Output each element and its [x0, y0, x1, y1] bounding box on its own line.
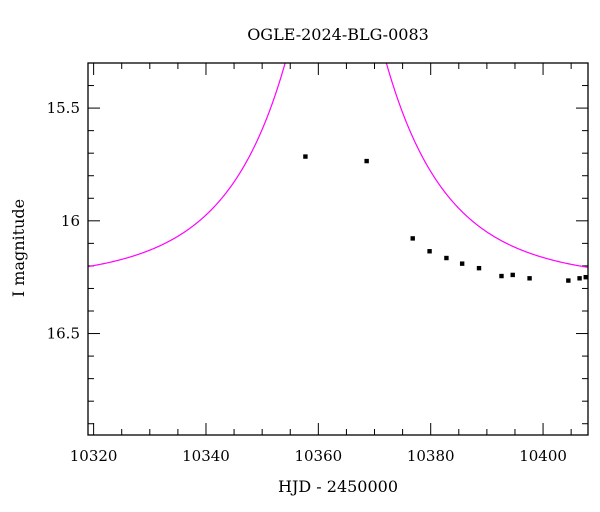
y-tick-label: 16.5 — [47, 325, 80, 343]
x-axis-label: HJD - 2450000 — [278, 477, 398, 496]
x-tick-label: 10340 — [182, 447, 230, 465]
data-point — [444, 255, 449, 261]
data-point — [476, 265, 482, 271]
data-points — [303, 154, 588, 283]
chart-title: OGLE-2024-BLG-0083 — [247, 25, 429, 44]
y-axis-label: I magnitude — [9, 199, 28, 297]
plot-frame — [87, 62, 589, 436]
x-tick-label: 10400 — [519, 447, 567, 465]
data-point — [510, 272, 515, 278]
x-tick-label: 10320 — [70, 447, 118, 465]
x-tick-label: 10360 — [294, 447, 342, 465]
data-point — [577, 276, 582, 281]
y-tick-label: 15.5 — [47, 99, 80, 117]
data-point — [410, 236, 415, 241]
axis-ticks — [88, 62, 588, 435]
data-point — [459, 261, 465, 266]
y-tick-label: 16 — [61, 212, 80, 230]
data-point — [364, 158, 369, 164]
x-tick-label: 10380 — [407, 447, 455, 465]
data-point — [527, 276, 532, 281]
tick-labels: 10320 10340 10360 10380 10400 15.5 16 16.5 — [47, 99, 567, 465]
data-point — [583, 274, 588, 280]
data-point — [499, 273, 504, 279]
data-point — [566, 278, 571, 283]
data-point — [427, 249, 432, 254]
model-curve — [88, 63, 588, 268]
data-point — [303, 154, 308, 159]
